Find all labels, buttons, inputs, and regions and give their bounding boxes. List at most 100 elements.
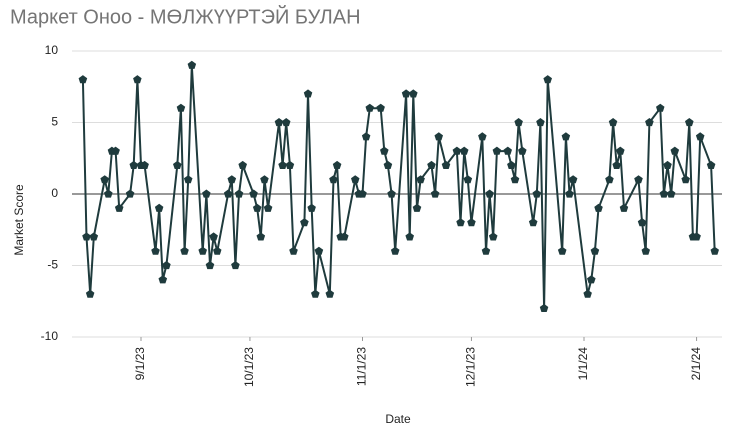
point [434,132,443,141]
point [390,246,400,255]
point [231,261,240,270]
point [89,232,99,241]
point [252,203,262,212]
point [637,218,647,227]
point [187,60,197,69]
point [409,89,418,98]
point [507,160,516,169]
point [125,189,135,198]
point [441,160,451,169]
point [263,203,273,212]
line [81,65,716,309]
point [459,146,469,155]
point [307,203,316,212]
point [282,118,291,127]
point [358,189,367,198]
point [361,132,371,141]
point [706,160,716,169]
point [605,175,614,184]
point [634,175,643,184]
point [100,175,109,184]
point [568,175,578,184]
point [329,175,338,184]
point [202,189,211,198]
point [205,261,215,270]
point [278,160,287,169]
point [427,160,436,169]
point [376,103,385,112]
point [557,246,567,255]
point [140,160,149,169]
point [158,275,168,284]
point [234,189,244,198]
point [412,203,422,212]
point [666,189,676,198]
point [478,132,487,141]
point [539,303,549,312]
point [616,146,625,155]
point [198,246,207,255]
point [663,160,672,169]
point [405,232,414,241]
point [401,89,411,98]
point [656,103,665,112]
x-tick-label: 10/1/23 [242,347,256,387]
point [485,189,494,198]
point [285,160,295,169]
point [641,246,650,255]
point [416,175,425,184]
point [481,246,491,255]
point [587,275,596,284]
point [133,75,142,84]
x-tick-label: 12/1/23 [464,347,478,387]
point [365,103,374,112]
point [518,146,527,155]
point [503,146,512,155]
point [488,232,498,241]
point [452,146,462,155]
point [104,189,113,198]
point [387,189,396,198]
point [583,289,592,298]
point [492,146,502,155]
point [82,232,91,241]
point [532,189,542,198]
x-tick-label: 1/1/24 [576,347,590,381]
point [227,175,237,184]
point [456,218,465,227]
point [256,232,266,241]
x-tick-label: 2/1/24 [689,347,703,381]
point [325,289,335,298]
point [383,160,393,169]
point [260,175,269,184]
point [659,189,669,198]
point [151,246,160,255]
point [608,118,618,127]
y-tick-label: -5 [47,258,58,272]
point [380,146,389,155]
point [467,218,476,227]
y-tick-label: 0 [51,186,58,200]
point [543,75,552,84]
y-tick-label: -10 [41,329,59,343]
point [311,289,320,298]
y-tick-label: 5 [51,115,58,129]
point [685,118,694,127]
point [180,246,189,255]
point [85,289,95,298]
point [536,118,545,127]
point [612,160,621,169]
point [695,132,705,141]
point [78,75,88,84]
point [561,132,571,141]
x-tick-label: 11/1/23 [355,347,369,386]
point [528,218,538,227]
point [176,103,186,112]
point [710,246,719,255]
point [332,160,342,169]
point [514,118,523,127]
point [590,246,600,255]
x-tick-label: 9/1/23 [133,347,147,381]
point [692,232,701,241]
point [213,246,222,255]
